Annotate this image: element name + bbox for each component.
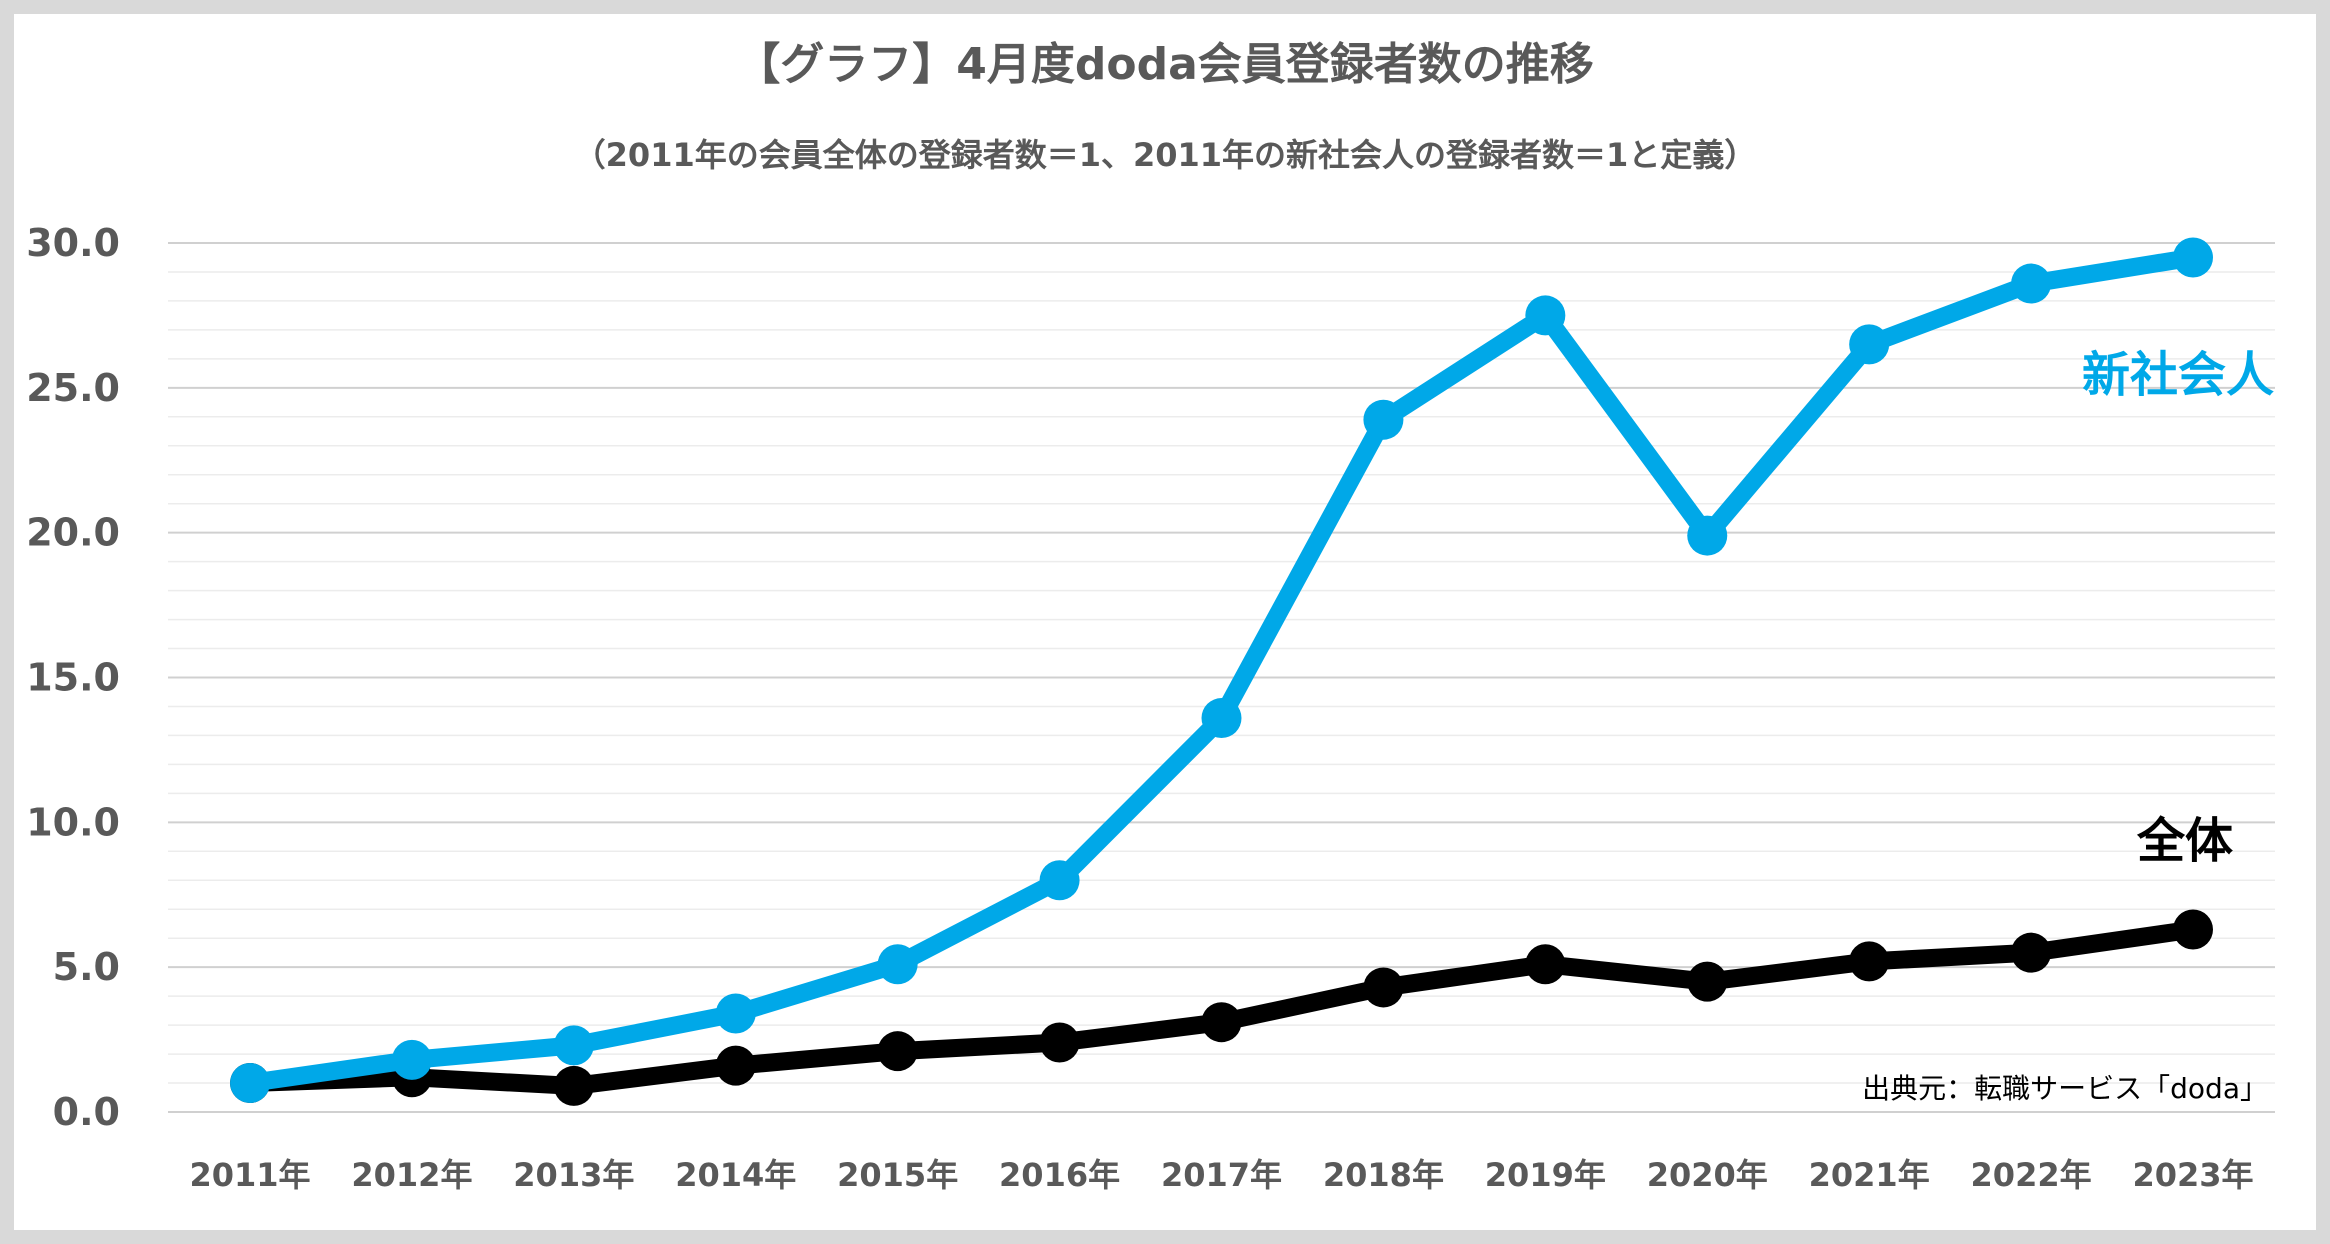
series-0: [230, 237, 2213, 1104]
data-point: [1039, 860, 1080, 901]
data-point: [1039, 1022, 1080, 1063]
data-point: [715, 1045, 756, 1086]
x-tick-label: 2017年: [1161, 1156, 1282, 1194]
series-label-new-graduates: 新社会人: [2082, 347, 2274, 403]
x-tick-label: 2016年: [999, 1156, 1120, 1194]
series: [230, 237, 2213, 1106]
grid: [168, 242, 2275, 1113]
x-tick-label: 2013年: [513, 1156, 634, 1194]
source-note: 出典元：転職サービス「doda」: [1862, 1072, 2268, 1105]
data-point: [1687, 961, 1728, 1002]
data-point: [2173, 237, 2213, 278]
y-tick-label: 10.0: [26, 800, 120, 844]
chart-subtitle: （2011年の会員全体の登録者数＝1、2011年の新社会人の登録者数＝1と定義）: [573, 136, 1757, 174]
x-tick-label: 2012年: [351, 1156, 472, 1194]
data-point: [553, 1025, 594, 1066]
y-tick-label: 5.0: [53, 945, 120, 989]
x-tick-label: 2011年: [189, 1156, 310, 1194]
x-tick-label: 2022年: [1971, 1156, 2092, 1194]
x-tick-label: 2021年: [1809, 1156, 1930, 1194]
data-point: [1525, 944, 1566, 985]
y-tick-label: 0.0: [53, 1090, 120, 1134]
x-tick-label: 2020年: [1647, 1156, 1768, 1194]
y-tick-label: 30.0: [26, 221, 120, 265]
data-point: [553, 1065, 594, 1106]
y-tick-label: 20.0: [26, 511, 120, 555]
data-point: [230, 1063, 270, 1104]
data-point: [1525, 295, 1566, 336]
data-point: [1849, 941, 1890, 982]
series-1: [230, 909, 2213, 1106]
data-point: [1687, 515, 1728, 556]
data-point: [1363, 399, 1404, 440]
series-label-overall: 全体: [2136, 813, 2233, 869]
data-point: [1201, 1002, 1242, 1043]
data-point: [2011, 263, 2052, 304]
data-point: [877, 944, 918, 985]
y-axis-ticks: 0.0 5.0 10.0 15.0 20.0 25.0 30.0: [26, 221, 120, 1134]
chart-title: 【グラフ】4月度doda会員登録者数の推移: [736, 39, 1594, 90]
y-tick-label: 25.0: [26, 366, 120, 410]
data-point: [1201, 698, 1242, 739]
x-tick-label: 2015年: [837, 1156, 958, 1194]
data-point: [1363, 967, 1404, 1008]
data-point: [391, 1039, 432, 1080]
data-point: [2173, 909, 2213, 950]
x-tick-label: 2023年: [2132, 1156, 2253, 1194]
x-tick-label: 2019年: [1485, 1156, 1606, 1194]
data-point: [715, 993, 756, 1034]
data-point: [1849, 324, 1890, 365]
x-axis-ticks: 2011年 2012年 2013年 2014年 2015年 2016年 2017年 2018年…: [189, 1156, 2253, 1194]
data-point: [877, 1031, 918, 1072]
data-point: [2011, 932, 2052, 973]
y-tick-label: 15.0: [26, 656, 120, 700]
x-tick-label: 2014年: [675, 1156, 796, 1194]
x-tick-label: 2018年: [1323, 1156, 1444, 1194]
